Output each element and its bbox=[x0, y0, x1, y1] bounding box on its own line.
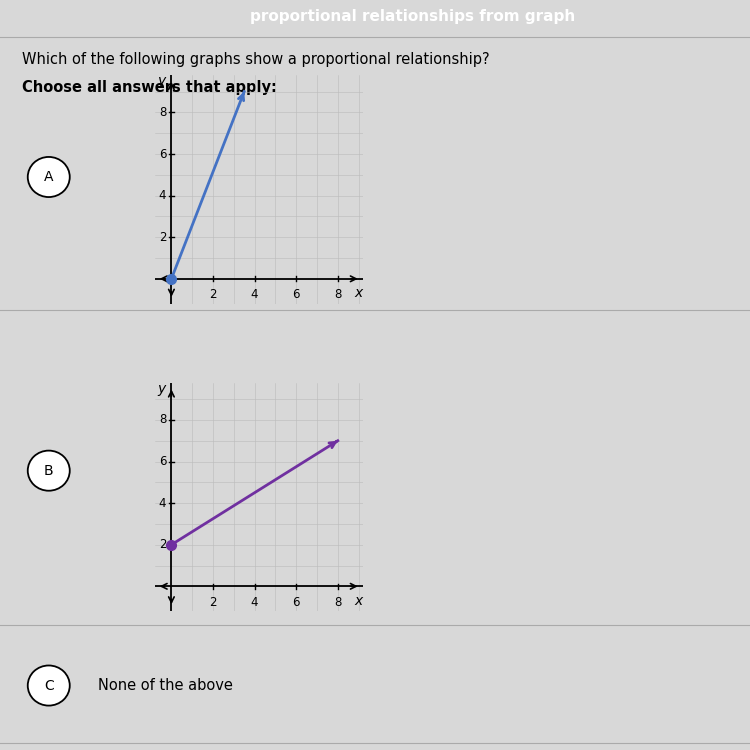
Text: Which of the following graphs show a proportional relationship?: Which of the following graphs show a pro… bbox=[22, 52, 490, 67]
Text: 4: 4 bbox=[251, 288, 258, 302]
Text: x: x bbox=[355, 286, 363, 300]
Text: 2: 2 bbox=[159, 538, 166, 551]
Text: 6: 6 bbox=[292, 596, 300, 609]
Text: 4: 4 bbox=[159, 496, 166, 509]
Text: 8: 8 bbox=[334, 288, 341, 302]
Text: 2: 2 bbox=[209, 288, 217, 302]
Text: A: A bbox=[44, 170, 53, 184]
Text: 6: 6 bbox=[159, 455, 166, 468]
Text: 6: 6 bbox=[292, 288, 300, 302]
Circle shape bbox=[28, 157, 70, 197]
Text: 8: 8 bbox=[159, 106, 166, 119]
Text: proportional relationships from graph: proportional relationships from graph bbox=[250, 10, 575, 25]
Text: x: x bbox=[355, 594, 363, 608]
Text: 8: 8 bbox=[159, 413, 166, 427]
Text: None of the above: None of the above bbox=[98, 678, 232, 693]
Text: C: C bbox=[44, 679, 54, 692]
Circle shape bbox=[28, 451, 70, 491]
Text: 8: 8 bbox=[334, 596, 341, 609]
Text: Choose all answers that apply:: Choose all answers that apply: bbox=[22, 80, 278, 95]
Text: 6: 6 bbox=[159, 148, 166, 160]
Text: 4: 4 bbox=[251, 596, 258, 609]
Text: 2: 2 bbox=[159, 231, 166, 244]
Text: y: y bbox=[157, 74, 165, 88]
Text: 2: 2 bbox=[209, 596, 217, 609]
Text: B: B bbox=[44, 464, 53, 478]
Circle shape bbox=[28, 665, 70, 706]
Text: y: y bbox=[157, 382, 165, 396]
Text: 4: 4 bbox=[159, 189, 166, 202]
